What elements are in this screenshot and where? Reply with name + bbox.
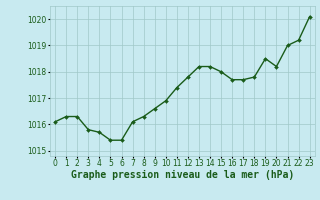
X-axis label: Graphe pression niveau de la mer (hPa): Graphe pression niveau de la mer (hPa) [71,170,294,180]
